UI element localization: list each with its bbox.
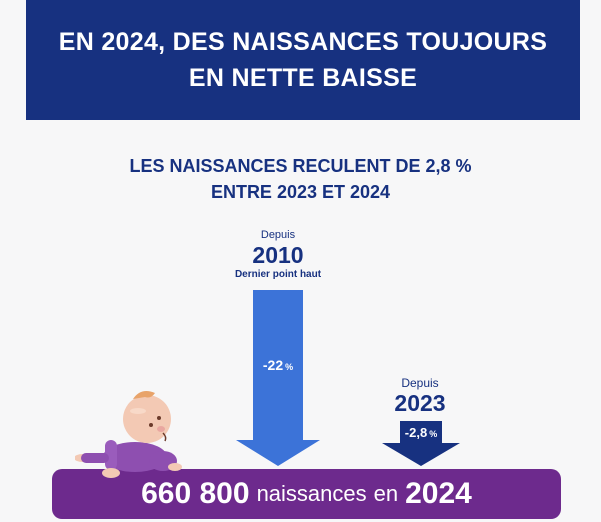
- decline-arrow-2010: [236, 290, 320, 466]
- pct-2023-value: -2,8: [404, 425, 428, 440]
- subtitle-line1: LES NAISSANCES RECULENT DE 2,8 %: [129, 156, 472, 176]
- header-title-line1: EN 2024, DES NAISSANCES TOUJOURS: [58, 28, 548, 56]
- pct-2010-sign: %: [285, 362, 294, 372]
- births-banner: 660 800 naissances en 2024: [52, 469, 561, 519]
- in-word: en: [373, 481, 399, 506]
- subtitle-line2: ENTRE 2023 ET 2024: [210, 182, 391, 202]
- pct-2010-value: -22: [262, 357, 284, 373]
- header-title-line2: EN NETTE BAISSE: [188, 64, 418, 92]
- label-since-2023: Depuis 2023: [370, 376, 470, 417]
- banner-year: 2024: [405, 477, 472, 510]
- subtitle: LES NAISSANCES RECULENT DE 2,8 % ENTRE 2…: [0, 153, 601, 205]
- year-label: 2010: [252, 242, 304, 268]
- header-banner: EN 2024, DES NAISSANCES TOUJOURS EN NETT…: [26, 0, 580, 120]
- since-label: Depuis: [260, 229, 296, 241]
- pct-2010: -22%: [246, 357, 310, 373]
- label-since-2010: Depuis 2010 Dernier point haut: [200, 229, 356, 281]
- births-word: naissances: [256, 481, 367, 506]
- crawling-baby-icon: [75, 391, 182, 478]
- pct-2023: -2,8%: [395, 425, 447, 440]
- decline-arrow-2023: [382, 421, 460, 466]
- pct-2023-sign: %: [429, 429, 438, 439]
- birth-count: 660 800: [141, 477, 250, 510]
- year-label: 2023: [394, 390, 446, 416]
- peak-note: Dernier point haut: [234, 269, 322, 280]
- since-label: Depuis: [401, 376, 439, 390]
